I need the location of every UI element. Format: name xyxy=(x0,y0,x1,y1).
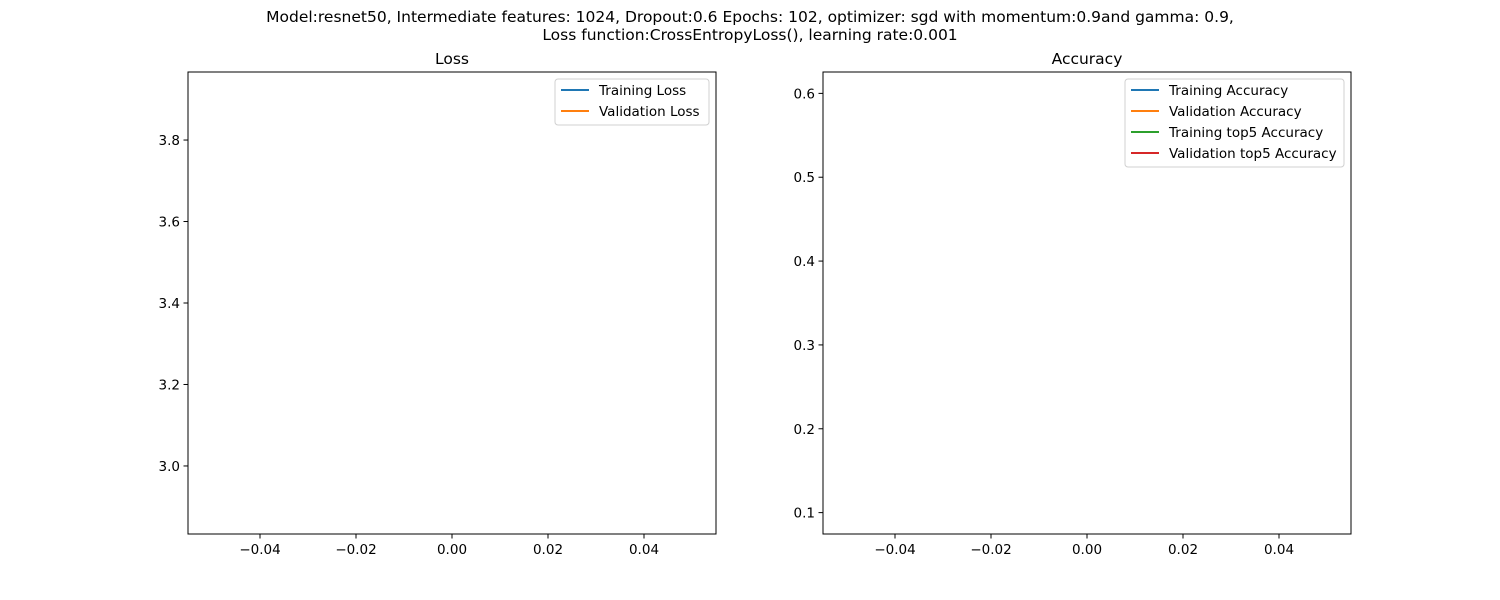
y-tick-label: 0.4 xyxy=(794,254,815,270)
legend-label: Validation Loss xyxy=(599,104,700,120)
subplot-title: Accuracy xyxy=(1052,50,1123,68)
y-tick-label: 0.3 xyxy=(794,338,815,354)
legend-box xyxy=(554,78,710,126)
y-tick-label: 0.1 xyxy=(794,506,815,522)
figure-title-line-1: Model:resnet50, Intermediate features: 1… xyxy=(266,8,1234,26)
x-tick-label: 0.00 xyxy=(437,542,467,558)
y-tick-label: 3.4 xyxy=(159,296,180,312)
legend-label: Training Loss xyxy=(598,83,686,99)
x-tick-label: 0.02 xyxy=(1168,542,1198,558)
legend: Training Loss Validation Loss xyxy=(554,78,710,126)
y-tick-label: 3.0 xyxy=(159,459,180,475)
figure-title-line-2: Loss function:CrossEntropyLoss(), learni… xyxy=(542,26,958,44)
legend-label: Training Accuracy xyxy=(1168,83,1288,99)
legend: Training Accuracy Validation Accuracy Trai… xyxy=(1124,78,1345,168)
subplot-2: Accuracy −0.04 −0.02 0.00 0.02 0.04 0.1 0.2 0.3 0… xyxy=(794,50,1352,558)
x-tick-label: −0.04 xyxy=(874,542,915,558)
y-tick-label: 3.2 xyxy=(159,377,180,393)
axes-frame xyxy=(187,71,717,535)
legend-label: Validation top5 Accuracy xyxy=(1169,146,1337,162)
legend-box xyxy=(1124,78,1345,168)
y-tick-label: 3.6 xyxy=(159,215,180,231)
x-tick-label: −0.02 xyxy=(335,542,376,558)
x-tick-label: 0.04 xyxy=(629,542,659,558)
y-tick-label: 0.6 xyxy=(794,86,815,102)
legend-label: Training top5 Accuracy xyxy=(1168,125,1323,141)
y-tick-label: 3.8 xyxy=(159,133,180,149)
x-tick-label: −0.04 xyxy=(239,542,280,558)
x-tick-label: 0.04 xyxy=(1264,542,1294,558)
legend-label: Validation Accuracy xyxy=(1169,104,1302,120)
subplot-1: Loss −0.04 −0.02 0.00 0.02 0.04 3.0 3.2 3.4 3.6 3.… xyxy=(159,50,717,558)
y-tick-label: 0.5 xyxy=(794,170,815,186)
y-tick-label: 0.2 xyxy=(794,422,815,438)
x-tick-label: −0.02 xyxy=(970,542,1011,558)
x-tick-label: 0.00 xyxy=(1072,542,1102,558)
x-tick-label: 0.02 xyxy=(533,542,563,558)
subplot-title: Loss xyxy=(435,50,469,68)
